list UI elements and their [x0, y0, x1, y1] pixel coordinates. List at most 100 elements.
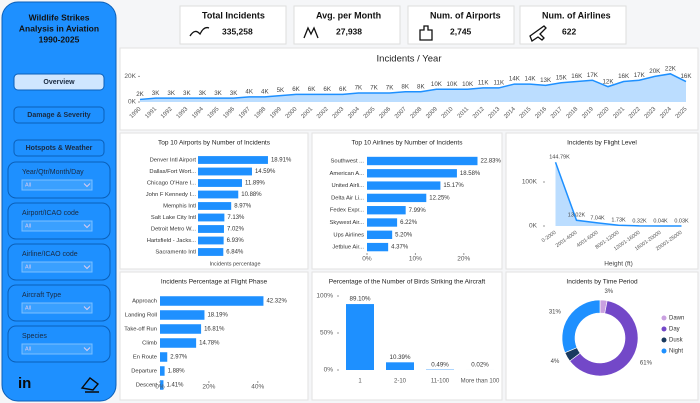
- data-label: 20K: [649, 68, 661, 75]
- data-label: 16.81%: [204, 327, 225, 333]
- category-label: Ups Airlines: [333, 232, 364, 238]
- filter-dropdown[interactable]: [21, 343, 93, 355]
- bar: [367, 218, 398, 227]
- data-label: 5.20%: [395, 232, 413, 238]
- logo[interactable]: in: [18, 375, 31, 392]
- category-label: Departure: [131, 369, 157, 375]
- filter-value[interactable]: All: [25, 346, 31, 352]
- eraser-icon[interactable]: [80, 377, 100, 393]
- data-label: 16K: [571, 73, 583, 80]
- data-label: 1.41%: [166, 383, 184, 389]
- chart-title: Incidents Percentage at Flight Phase: [161, 279, 268, 286]
- data-label: 3K: [214, 90, 222, 97]
- filter-dropdown[interactable]: [21, 302, 93, 314]
- nav-label[interactable]: Hotspots & Weather: [26, 145, 93, 152]
- line: [554, 162, 682, 227]
- kpi-label: Num. of Airlines: [542, 10, 611, 20]
- category-label: Hartsfield - Jacks...: [147, 238, 197, 244]
- data-label: 22.83%: [480, 159, 501, 165]
- nav-label[interactable]: Damage & Severity: [27, 112, 91, 119]
- filter-dropdown[interactable]: [21, 261, 93, 273]
- kpi-value: 2,745: [450, 26, 472, 36]
- x-axis-title: Incidents percentage: [209, 261, 260, 267]
- legend-swatch: [661, 315, 667, 321]
- data-label: 10K: [446, 81, 458, 88]
- data-label: 5K: [277, 87, 285, 94]
- data-label: 11K: [478, 80, 489, 87]
- filter-label: Aircraft Type: [22, 292, 61, 299]
- x-tick-label: 0%: [362, 256, 372, 263]
- data-label: 15.17%: [443, 183, 464, 189]
- data-label: 3K: [152, 90, 160, 97]
- data-label: 3K: [230, 90, 238, 97]
- nav-button[interactable]: [13, 73, 105, 91]
- category-label: Delta Air Li...: [331, 195, 364, 201]
- x-tick-label: 20%: [457, 256, 470, 263]
- filter-value[interactable]: All: [25, 223, 31, 229]
- filter-value[interactable]: All: [25, 305, 31, 311]
- legend-label[interactable]: Dawn: [669, 316, 684, 322]
- chart-panel: [311, 271, 503, 401]
- bar: [160, 296, 264, 306]
- kpi-card: [179, 5, 287, 45]
- data-label: 1.88%: [168, 369, 186, 375]
- data-label: 18.19%: [207, 313, 228, 319]
- legend-label[interactable]: Day: [669, 327, 680, 333]
- bar: [367, 206, 406, 215]
- kpi-cards: Total Incidents 335,258 Avg. per Month 27,9…: [179, 5, 627, 45]
- data-label: 4K: [261, 89, 269, 96]
- category-label: Jetblue Air...: [332, 245, 364, 251]
- filter-label: Species: [22, 333, 47, 340]
- chart-title: Incidents by Time Period: [566, 279, 638, 286]
- data-label: 4.37%: [391, 245, 409, 251]
- data-label: 7.99%: [409, 208, 427, 214]
- chart-panel: [119, 47, 699, 131]
- chart-panel: [505, 271, 699, 401]
- data-label: 8.97%: [234, 204, 252, 210]
- legend-label[interactable]: Dusk: [669, 338, 684, 344]
- bar: [367, 230, 393, 239]
- area: [140, 73, 686, 102]
- x-tick-label: 0%: [155, 384, 165, 391]
- data-label: 6.93%: [227, 238, 245, 244]
- kpi-value: 622: [562, 26, 576, 36]
- category-label: Salt Lake City Intl: [151, 215, 196, 221]
- nav-label[interactable]: Overview: [43, 79, 75, 86]
- bar: [198, 202, 232, 210]
- category-label: Approach: [132, 299, 157, 305]
- x-tick-label: 1: [358, 379, 362, 385]
- filter-dropdown[interactable]: [21, 220, 93, 232]
- bar: [160, 338, 197, 348]
- data-label: 14.78%: [199, 341, 220, 347]
- bar: [160, 352, 168, 362]
- kpi-icon: [419, 25, 433, 41]
- filter-dropdown[interactable]: [21, 179, 93, 191]
- chart-panel: [119, 271, 309, 401]
- y-tick-label: 50%: [320, 330, 333, 337]
- category-label: Chicago O'Hare I...: [147, 181, 197, 187]
- charts: Incidents / Year Top 10 Airports by Numbe…: [119, 47, 699, 401]
- data-label: 14.59%: [255, 169, 276, 175]
- legend-label[interactable]: Night: [669, 349, 683, 355]
- line: [139, 73, 687, 101]
- chart-title: Incidents by Flight Level: [567, 140, 637, 147]
- nav-button[interactable]: [13, 106, 105, 124]
- filter-value[interactable]: All: [25, 264, 31, 270]
- data-label: 10.88%: [241, 192, 262, 198]
- data-label: 4%: [551, 359, 560, 365]
- category-label: John F Kennedy I...: [146, 192, 197, 198]
- nav-button[interactable]: [13, 139, 105, 157]
- category-label: Southwest ...: [330, 159, 364, 165]
- data-label: 3K: [183, 90, 191, 97]
- chart-title: Top 10 Airports by Number of Incidents: [158, 140, 271, 147]
- data-label: 16K: [680, 73, 692, 80]
- data-label: 12K: [602, 78, 614, 85]
- category-label: Skywest Air...: [330, 220, 365, 226]
- data-label: 89.10%: [350, 296, 371, 303]
- filter-value[interactable]: All: [25, 182, 31, 188]
- data-label: 7K: [370, 85, 378, 92]
- bar: [198, 156, 268, 164]
- bar: [367, 242, 389, 252]
- category-label: Dallas/Fort Wort...: [149, 169, 196, 175]
- kpi-card: [407, 5, 515, 45]
